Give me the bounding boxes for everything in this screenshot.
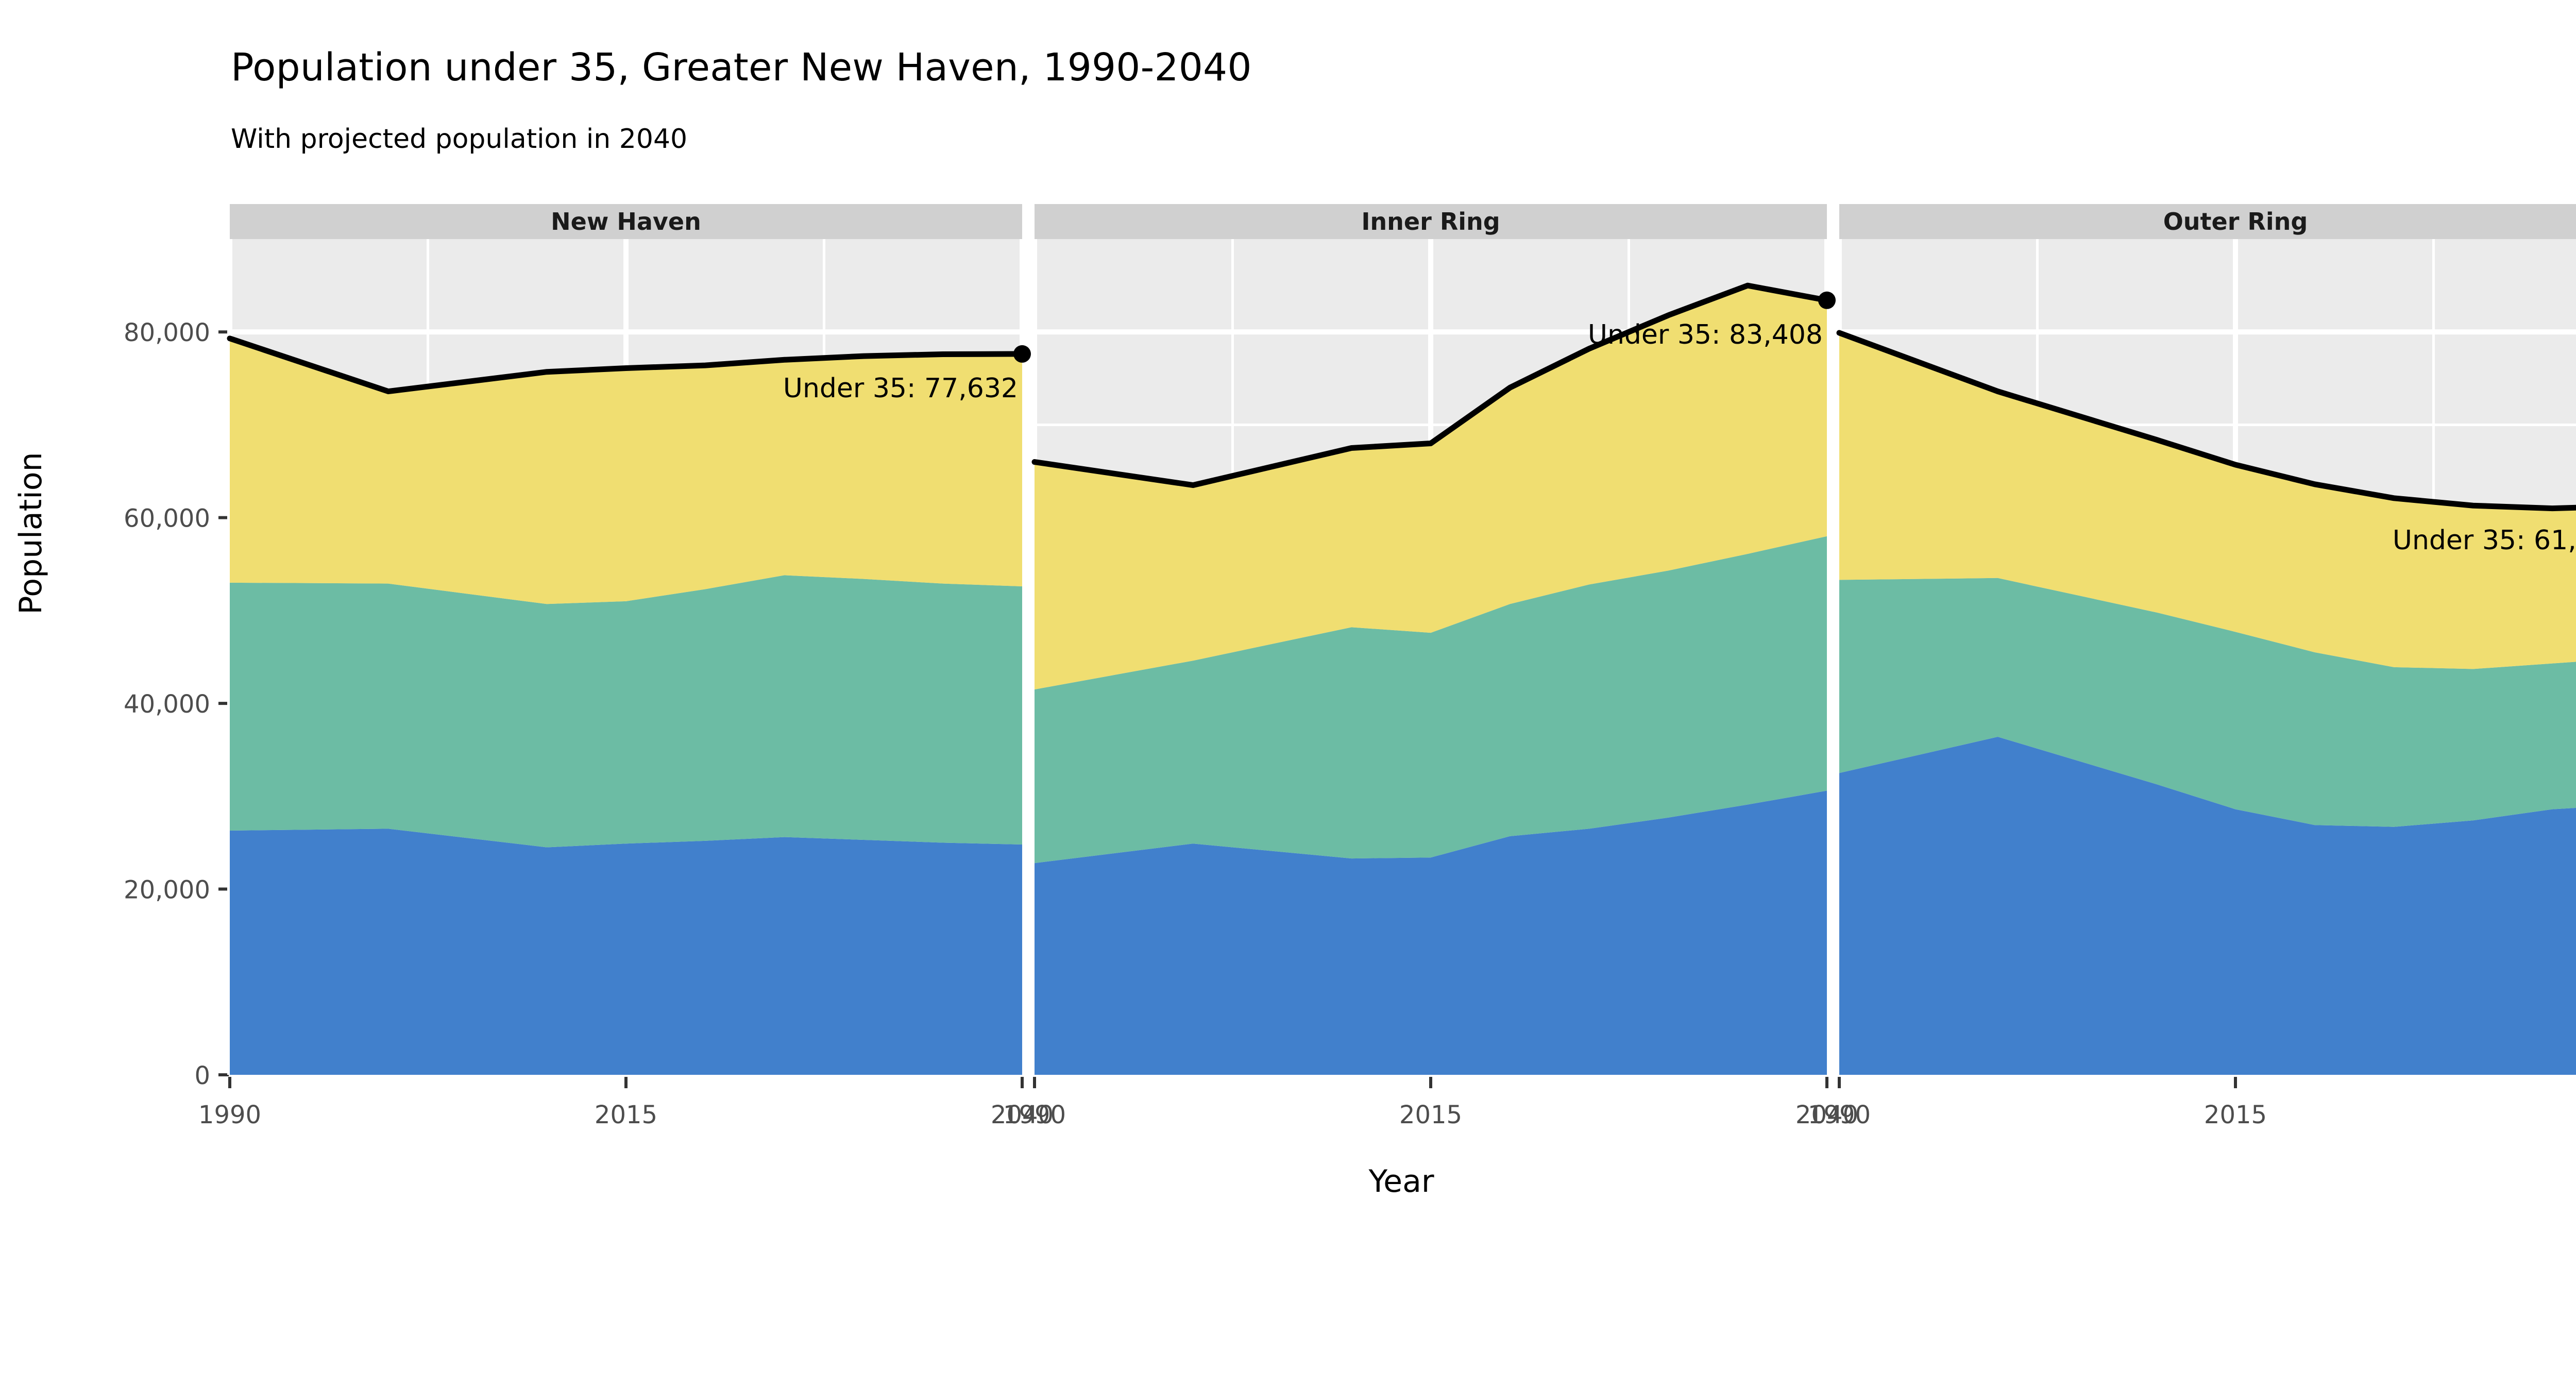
area-ages-15-24 [1839, 578, 2576, 827]
total-endpoint-dot [1013, 345, 1031, 363]
facet-strip-background [1839, 204, 2576, 239]
annotation-total-under-35: Under 35: 83,408 [1588, 319, 1823, 350]
annotation-total-under-35: Under 35: 61,252 [2393, 525, 2576, 556]
x-axis-tick-label: 2015 [1399, 1101, 1462, 1129]
y-axis-tick-label: 20,000 [124, 876, 210, 905]
total-under-35-line [227, 335, 1025, 395]
annotation-total-under-35: Under 35: 77,632 [783, 373, 1018, 404]
facet-strip-background [230, 204, 1022, 239]
area-ages-15-24 [1035, 536, 1827, 864]
x-axis-tick-label: 1990 [1003, 1101, 1066, 1129]
y-axis-tick-label: 80,000 [124, 318, 210, 347]
area-ages-0-14 [1839, 736, 2576, 1075]
facet-strip-label: New Haven [551, 208, 701, 235]
y-axis-tick-label: 0 [194, 1061, 210, 1090]
page-subtitle: With projected population in 2040 [231, 124, 688, 155]
area-ages-25-34 [1035, 285, 1827, 690]
y-axis-tick-label: 60,000 [124, 504, 210, 533]
area-ages-0-14 [1035, 790, 1827, 1075]
x-axis-tick-label: 2015 [595, 1101, 657, 1129]
facet-strip-label: Outer Ring [2163, 208, 2308, 235]
x-axis-tick-label: 2015 [2204, 1101, 2267, 1129]
facet-strip-background [1035, 204, 1827, 239]
x-axis-tick-label: 2040 [1795, 1101, 1858, 1129]
y-axis-tick-label: 40,000 [124, 690, 210, 719]
total-endpoint-dot [1818, 291, 1836, 309]
x-axis-tick-label: 1990 [1808, 1101, 1871, 1129]
area-ages-0-14 [230, 829, 1022, 1075]
total-under-35-line [1031, 282, 1830, 488]
x-axis-title: Year [1368, 1163, 1434, 1200]
facet-panel-inner-ring: Inner Ring Under 35: 83,408 1990 2015 2040 [1003, 204, 1858, 1129]
total-under-35-line [1836, 330, 2576, 512]
area-ages-25-34 [230, 338, 1022, 604]
facet-strip-label: Inner Ring [1361, 208, 1500, 235]
page-title: Population under 35, Greater New Haven, … [231, 45, 1252, 90]
area-ages-25-34 [1839, 333, 2576, 669]
area-ages-15-24 [230, 575, 1022, 848]
facet-panel-new-haven: New Haven Under 35: 77,632 1990 2015 2040 [198, 204, 1054, 1129]
x-axis-tick-label: 2040 [991, 1101, 1054, 1129]
x-axis-tick-label: 1990 [198, 1101, 261, 1129]
y-axis: 0 20,000 40,000 60,000 80,000 [124, 318, 229, 1090]
